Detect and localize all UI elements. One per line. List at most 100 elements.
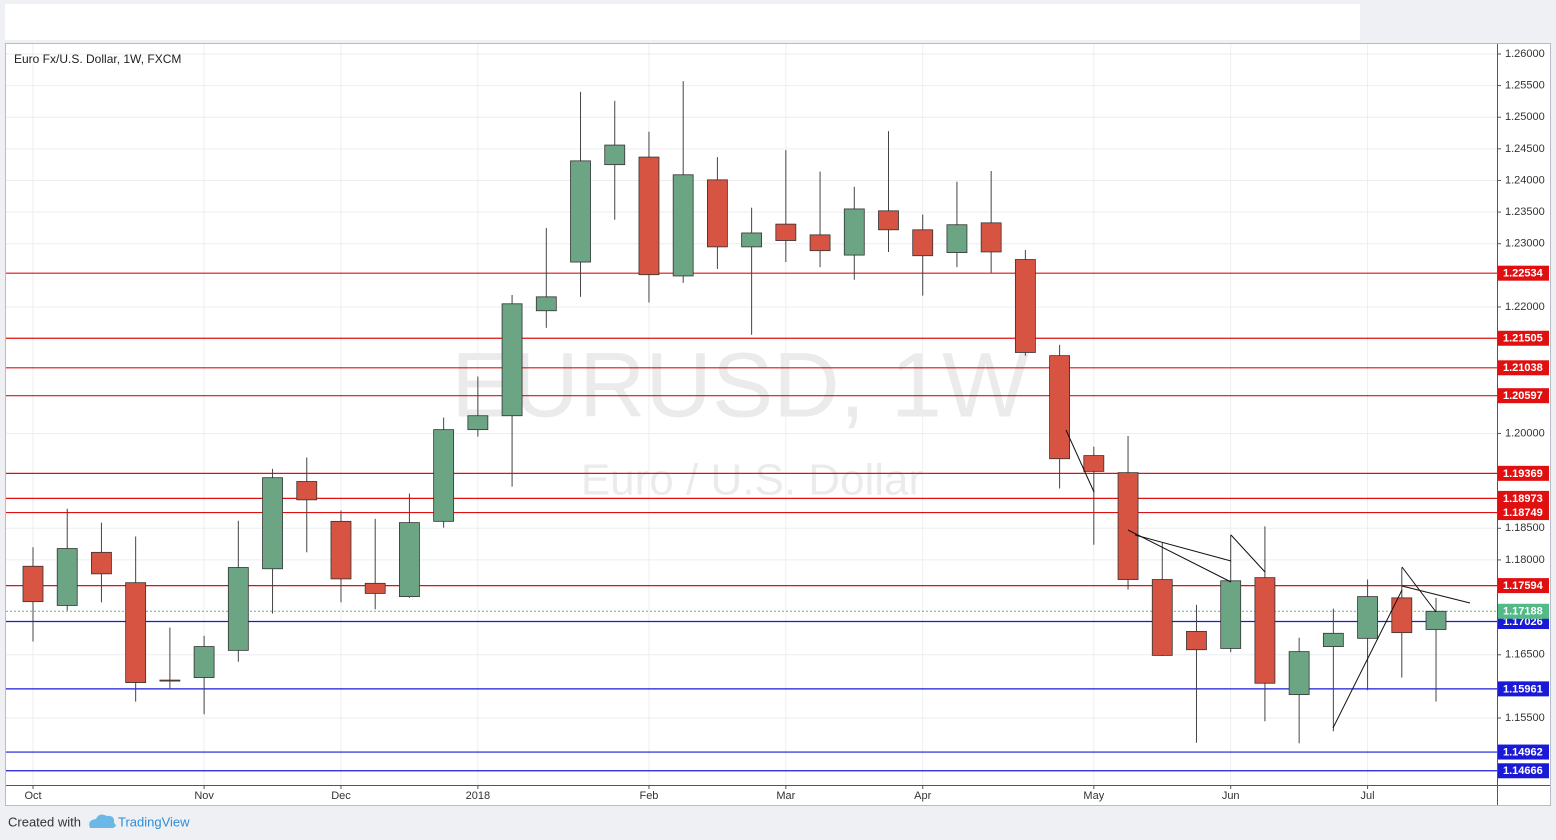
level-label-bg <box>1498 578 1549 594</box>
candle-body <box>330 520 352 580</box>
levels <box>6 272 1497 772</box>
candle-body <box>1288 651 1310 696</box>
footer-prefix: Created with <box>8 814 81 829</box>
level-label-bg <box>1498 265 1549 281</box>
candle-body <box>1151 579 1173 656</box>
level-label-bg <box>1498 330 1549 346</box>
candle-body <box>946 224 968 253</box>
candle-body <box>433 429 455 522</box>
y-tick-label: 1.24000 <box>1505 174 1545 186</box>
x-tick-label: Feb <box>639 790 658 802</box>
candle-body <box>535 296 557 312</box>
y-tick-label: 1.26000 <box>1505 48 1545 60</box>
y-tick-label: 1.23500 <box>1505 206 1545 218</box>
level-label-bg <box>1498 465 1549 481</box>
candle-body <box>809 234 831 252</box>
x-tick-label: 2018 <box>466 790 490 802</box>
level-label-bg <box>1498 490 1549 506</box>
candle-body <box>843 208 865 256</box>
trend-line <box>1332 589 1403 729</box>
candle-body <box>159 679 181 682</box>
y-tick-label: 1.20000 <box>1505 427 1545 439</box>
watermark: EURUSD, 1W <box>451 334 1029 436</box>
candle-body <box>227 567 249 651</box>
level-label: 1.14962 <box>1503 746 1543 758</box>
candle-body <box>91 551 112 575</box>
candle-body <box>707 179 728 248</box>
candle-body <box>1254 577 1276 684</box>
y-tick-label: 1.25500 <box>1505 80 1545 92</box>
candle-body <box>1186 630 1207 651</box>
level-label: 1.15961 <box>1503 683 1543 695</box>
candle-body <box>570 160 591 263</box>
level-label-bg <box>1498 744 1549 760</box>
trend-line <box>1127 529 1232 583</box>
candle-body <box>56 548 78 606</box>
candle-body <box>1083 455 1105 472</box>
candle-body <box>1014 259 1036 353</box>
footer-brand: TradingView <box>118 814 190 829</box>
level-label: 1.21038 <box>1503 362 1543 374</box>
candle-body <box>501 303 523 417</box>
candle-body <box>262 477 283 570</box>
candle-body <box>296 481 318 501</box>
x-tick-label: Dec <box>331 790 351 802</box>
trend-line <box>1401 566 1437 613</box>
candle-body <box>878 210 899 231</box>
footer-bg <box>0 806 1556 840</box>
y-tick-label: 1.22000 <box>1505 301 1545 313</box>
y-tick-label: 1.16500 <box>1505 649 1545 661</box>
x-tick-label: Mar <box>776 790 795 802</box>
trend-line <box>1134 534 1232 562</box>
level-label: 1.17594 <box>1503 580 1544 592</box>
level-label: 1.22534 <box>1503 268 1544 280</box>
level-label: 1.21505 <box>1503 333 1543 345</box>
brand-logo <box>89 814 116 828</box>
level-label-bg <box>1498 505 1549 521</box>
level-label: 1.14666 <box>1503 765 1543 777</box>
level-label: 1.18973 <box>1503 493 1543 505</box>
candle-body <box>912 229 934 257</box>
y-tick-label: 1.18000 <box>1505 554 1545 566</box>
x-tick-label: Nov <box>194 790 214 802</box>
candle-body <box>741 232 763 248</box>
level-label: 1.18749 <box>1503 507 1543 519</box>
level-label-bg <box>1498 763 1549 779</box>
level-label: 1.20597 <box>1503 390 1543 402</box>
candle-body <box>364 582 386 594</box>
x-tick-label: Jun <box>1222 790 1240 802</box>
candle-body <box>604 144 626 166</box>
trend-line <box>1230 534 1266 573</box>
y-tick-label: 1.23000 <box>1505 238 1545 250</box>
candle-body <box>399 522 420 598</box>
toolbar <box>5 4 1360 40</box>
candle-body <box>1117 472 1139 580</box>
y-tick-label: 1.18500 <box>1505 522 1545 534</box>
x-tick-label: May <box>1083 790 1104 802</box>
level-label: 1.19369 <box>1503 468 1543 480</box>
candle-body <box>467 415 489 431</box>
y-tick-label: 1.24500 <box>1505 143 1545 155</box>
trend-line <box>1065 429 1095 493</box>
candle-body <box>1322 632 1344 647</box>
chart-title: Euro Fx/U.S. Dollar, 1W, FXCM <box>14 52 181 66</box>
level-label-bg <box>1498 388 1549 404</box>
candle-body <box>775 223 797 241</box>
last-price-bg <box>1498 603 1549 619</box>
candles <box>22 81 1447 744</box>
x-tick-label: Oct <box>24 790 41 802</box>
candle-body <box>1391 597 1413 634</box>
candle-body <box>1220 580 1242 649</box>
y-tick-label: 1.15500 <box>1505 712 1545 724</box>
level-label-bg <box>1498 681 1549 697</box>
candle-body <box>22 565 44 603</box>
y-tick-label: 1.25000 <box>1505 111 1545 123</box>
candle-body <box>638 156 660 276</box>
candle-body <box>125 582 147 684</box>
level-label: 1.17026 <box>1503 616 1543 628</box>
trend-lines <box>1065 429 1471 729</box>
candle-body <box>1357 596 1378 639</box>
candle-body <box>193 646 215 678</box>
